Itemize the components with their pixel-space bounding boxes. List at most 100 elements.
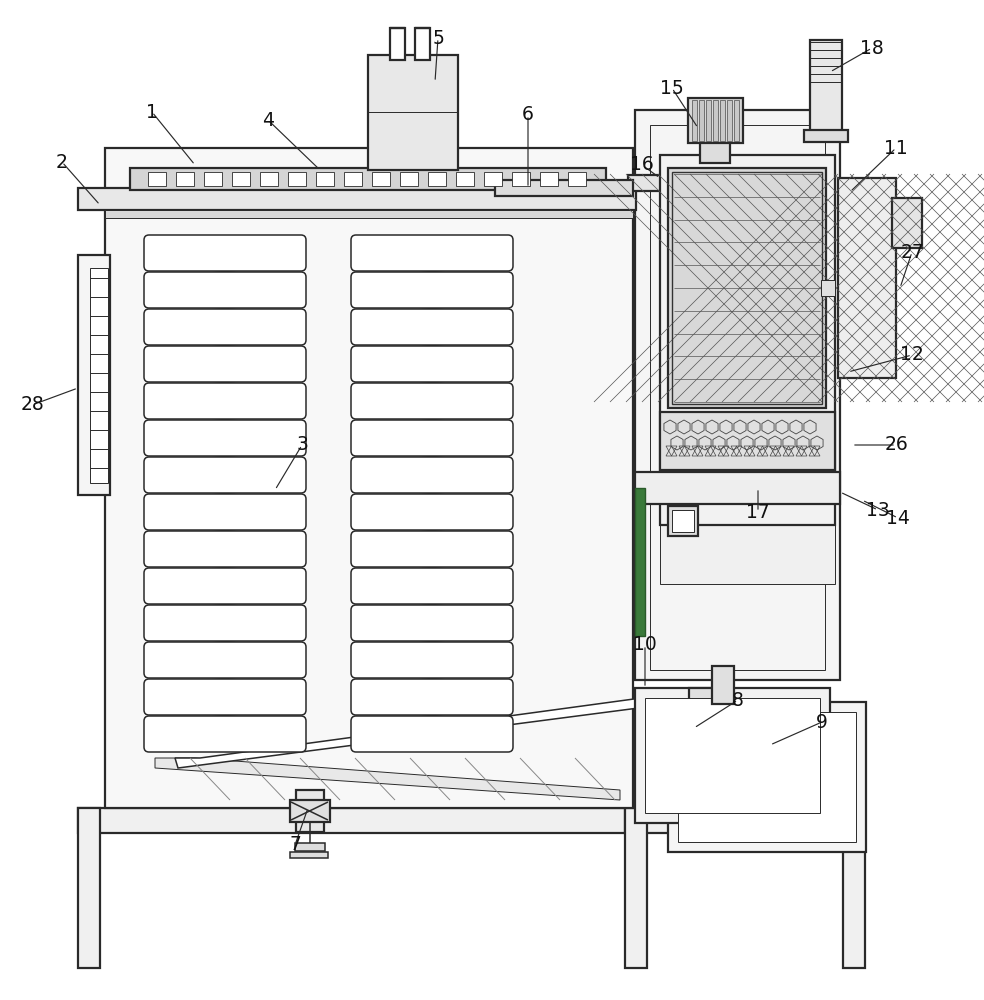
FancyBboxPatch shape bbox=[144, 346, 306, 382]
FancyBboxPatch shape bbox=[351, 494, 513, 530]
FancyBboxPatch shape bbox=[144, 309, 306, 345]
Bar bbox=[368, 55, 458, 170]
Bar bbox=[428, 172, 446, 186]
Bar bbox=[400, 172, 418, 186]
Text: 28: 28 bbox=[20, 395, 44, 414]
Text: 5: 5 bbox=[432, 28, 444, 47]
Bar bbox=[625, 808, 865, 833]
Bar bbox=[390, 28, 405, 60]
Bar bbox=[78, 808, 100, 968]
FancyBboxPatch shape bbox=[351, 383, 513, 419]
Text: 15: 15 bbox=[660, 79, 684, 98]
Bar bbox=[130, 168, 606, 190]
Text: 3: 3 bbox=[296, 436, 308, 454]
FancyBboxPatch shape bbox=[144, 642, 306, 678]
FancyBboxPatch shape bbox=[351, 531, 513, 567]
Polygon shape bbox=[175, 690, 700, 768]
Bar bbox=[706, 100, 711, 141]
FancyBboxPatch shape bbox=[351, 309, 513, 345]
FancyBboxPatch shape bbox=[351, 272, 513, 308]
Bar bbox=[288, 172, 306, 186]
Bar bbox=[635, 472, 840, 504]
Bar bbox=[712, 666, 734, 704]
FancyBboxPatch shape bbox=[144, 679, 306, 715]
Bar bbox=[105, 148, 633, 808]
Bar bbox=[804, 130, 848, 142]
Bar bbox=[734, 100, 739, 141]
Bar bbox=[176, 172, 194, 186]
Bar bbox=[892, 198, 922, 248]
Bar bbox=[372, 172, 390, 186]
Bar bbox=[290, 800, 330, 822]
Text: 14: 14 bbox=[886, 508, 910, 528]
Text: 17: 17 bbox=[746, 502, 769, 522]
Bar bbox=[838, 178, 896, 378]
Bar bbox=[495, 180, 633, 196]
FancyBboxPatch shape bbox=[351, 346, 513, 382]
Bar bbox=[727, 100, 732, 141]
Text: 2: 2 bbox=[56, 152, 68, 172]
Bar bbox=[415, 28, 430, 60]
Text: 13: 13 bbox=[866, 500, 890, 520]
Bar bbox=[689, 688, 713, 710]
Text: 6: 6 bbox=[523, 105, 534, 124]
Bar bbox=[821, 280, 835, 296]
FancyBboxPatch shape bbox=[351, 642, 513, 678]
Bar bbox=[78, 188, 636, 210]
Bar bbox=[699, 100, 704, 141]
Bar bbox=[105, 210, 633, 218]
Bar bbox=[78, 255, 110, 495]
FancyBboxPatch shape bbox=[144, 605, 306, 641]
Text: 9: 9 bbox=[816, 712, 828, 732]
FancyBboxPatch shape bbox=[351, 457, 513, 493]
Bar bbox=[635, 110, 840, 680]
Polygon shape bbox=[155, 758, 620, 800]
Text: 16: 16 bbox=[630, 155, 654, 174]
Bar bbox=[625, 808, 647, 968]
Bar bbox=[660, 504, 835, 584]
Bar bbox=[78, 808, 643, 833]
Bar bbox=[344, 172, 362, 186]
FancyBboxPatch shape bbox=[351, 716, 513, 752]
Bar bbox=[295, 843, 325, 851]
Bar bbox=[678, 712, 856, 842]
Bar bbox=[810, 40, 842, 135]
Bar bbox=[316, 172, 334, 186]
Text: 4: 4 bbox=[262, 110, 274, 129]
FancyBboxPatch shape bbox=[351, 568, 513, 604]
Text: 12: 12 bbox=[900, 346, 924, 364]
Text: 1: 1 bbox=[146, 103, 158, 121]
Bar bbox=[660, 412, 835, 470]
Bar bbox=[668, 702, 866, 852]
Bar bbox=[668, 168, 826, 408]
FancyBboxPatch shape bbox=[144, 494, 306, 530]
Bar bbox=[700, 143, 730, 163]
Bar bbox=[260, 172, 278, 186]
Bar bbox=[568, 172, 586, 186]
FancyBboxPatch shape bbox=[144, 420, 306, 456]
Bar bbox=[635, 688, 830, 823]
Bar bbox=[713, 100, 718, 141]
Text: 27: 27 bbox=[900, 242, 924, 261]
FancyBboxPatch shape bbox=[351, 235, 513, 271]
Bar bbox=[296, 790, 324, 832]
Bar bbox=[628, 175, 678, 191]
Bar bbox=[90, 268, 108, 483]
Bar bbox=[720, 100, 725, 141]
Bar bbox=[645, 698, 820, 813]
Bar bbox=[672, 510, 694, 532]
Text: 11: 11 bbox=[885, 138, 908, 157]
Bar bbox=[650, 125, 825, 670]
Bar bbox=[668, 506, 698, 536]
FancyBboxPatch shape bbox=[351, 605, 513, 641]
Text: 8: 8 bbox=[732, 690, 744, 710]
Bar bbox=[843, 808, 865, 968]
FancyBboxPatch shape bbox=[144, 568, 306, 604]
Bar bbox=[232, 172, 250, 186]
Bar bbox=[692, 100, 697, 141]
Bar bbox=[688, 98, 743, 143]
Text: 26: 26 bbox=[885, 436, 908, 454]
FancyBboxPatch shape bbox=[351, 420, 513, 456]
FancyBboxPatch shape bbox=[144, 272, 306, 308]
FancyBboxPatch shape bbox=[144, 383, 306, 419]
